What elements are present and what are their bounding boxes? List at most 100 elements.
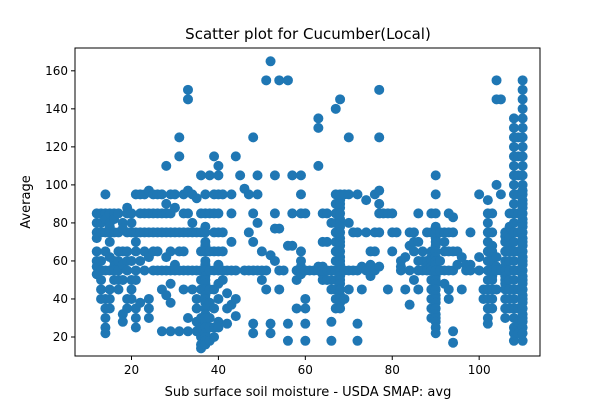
y-tick-label: 100	[45, 178, 68, 192]
scatter-point	[391, 227, 402, 238]
scatter-point	[269, 255, 280, 266]
scatter-point	[161, 198, 172, 209]
scatter-point	[508, 141, 519, 152]
scatter-point	[400, 284, 411, 295]
y-tick-label: 20	[53, 330, 68, 344]
scatter-point	[343, 189, 354, 200]
scatter-point	[408, 274, 419, 285]
scatter-point	[217, 227, 228, 238]
scatter-point	[243, 189, 254, 200]
scatter-point	[300, 318, 311, 329]
scatter-point	[356, 284, 367, 295]
scatter-point	[135, 297, 146, 308]
scatter-point	[295, 170, 306, 181]
chart-title: Scatter plot for Cucumber(Local)	[185, 25, 431, 43]
x-tick-label: 80	[385, 363, 400, 377]
scatter-point	[165, 297, 176, 308]
scatter-point	[517, 113, 528, 124]
scatter-point	[482, 217, 493, 228]
scatter-point	[387, 246, 398, 257]
scatter-point	[508, 160, 519, 171]
scatter-point	[178, 246, 189, 257]
scatter-point	[135, 255, 146, 266]
scatter-point	[295, 246, 306, 257]
scatter-point	[352, 227, 363, 238]
scatter-point	[126, 284, 137, 295]
scatter-point	[487, 293, 498, 304]
scatter-point	[269, 170, 280, 181]
x-tick-label: 100	[468, 363, 491, 377]
scatter-point	[265, 318, 276, 329]
scatter-point	[282, 335, 293, 346]
scatter-point	[200, 227, 211, 238]
scatter-point	[326, 335, 337, 346]
scatter-point	[508, 274, 519, 285]
scatter-point	[300, 335, 311, 346]
scatter-point	[313, 122, 324, 133]
scatter-point	[143, 293, 154, 304]
scatter-point	[374, 132, 385, 143]
scatter-point	[213, 293, 224, 304]
scatter-point	[517, 132, 528, 143]
scatter-point	[508, 293, 519, 304]
scatter-point	[517, 122, 528, 133]
scatter-point	[104, 303, 115, 314]
scatter-point	[182, 84, 193, 95]
x-tick-label: 40	[211, 363, 226, 377]
scatter-point	[352, 189, 363, 200]
scatter-point	[278, 265, 289, 276]
scatter-point	[269, 208, 280, 219]
scatter-point	[374, 198, 385, 209]
scatter-point	[204, 170, 215, 181]
x-axis-ticks: 20 40 60 80 100	[124, 356, 491, 377]
scatter-point	[343, 132, 354, 143]
scatter-point	[191, 193, 202, 204]
scatter-point	[130, 322, 141, 333]
scatter-point	[413, 208, 424, 219]
scatter-point	[374, 185, 385, 196]
scatter-point	[100, 189, 111, 200]
scatter-point	[248, 328, 259, 339]
scatter-point	[130, 274, 141, 285]
scatter-point	[126, 293, 137, 304]
scatter-point	[256, 274, 267, 285]
scatter-point	[217, 246, 228, 257]
points-layer	[91, 56, 528, 354]
scatter-point	[230, 265, 241, 276]
scatter-point	[126, 255, 137, 266]
scatter-point	[217, 189, 228, 200]
y-tick-label: 80	[53, 216, 68, 230]
scatter-point	[517, 160, 528, 171]
scatter-point	[265, 328, 276, 339]
scatter-point	[182, 326, 193, 337]
scatter-point	[361, 227, 372, 238]
scatter-point	[291, 303, 302, 314]
scatter-point	[248, 236, 259, 247]
scatter-point	[143, 312, 154, 323]
scatter-point	[517, 84, 528, 95]
scatter-point	[252, 189, 263, 200]
scatter-point	[508, 122, 519, 133]
scatter-point	[508, 179, 519, 190]
scatter-point	[408, 227, 419, 238]
scatter-point	[456, 252, 467, 263]
scatter-point	[508, 217, 519, 228]
scatter-point	[322, 208, 333, 219]
scatter-point	[187, 217, 198, 228]
scatter-point	[491, 252, 502, 263]
scatter-point	[508, 335, 519, 346]
scatter-point	[474, 265, 485, 276]
scatter-point	[156, 189, 167, 200]
scatter-point	[487, 227, 498, 238]
scatter-point	[404, 265, 415, 276]
scatter-point	[104, 236, 115, 247]
scatter-point	[209, 331, 220, 342]
scatter-point	[165, 278, 176, 289]
scatter-point	[491, 284, 502, 295]
scatter-point	[435, 255, 446, 266]
scatter-point	[448, 326, 459, 337]
scatter-point	[313, 113, 324, 124]
scatter-point	[196, 170, 207, 181]
